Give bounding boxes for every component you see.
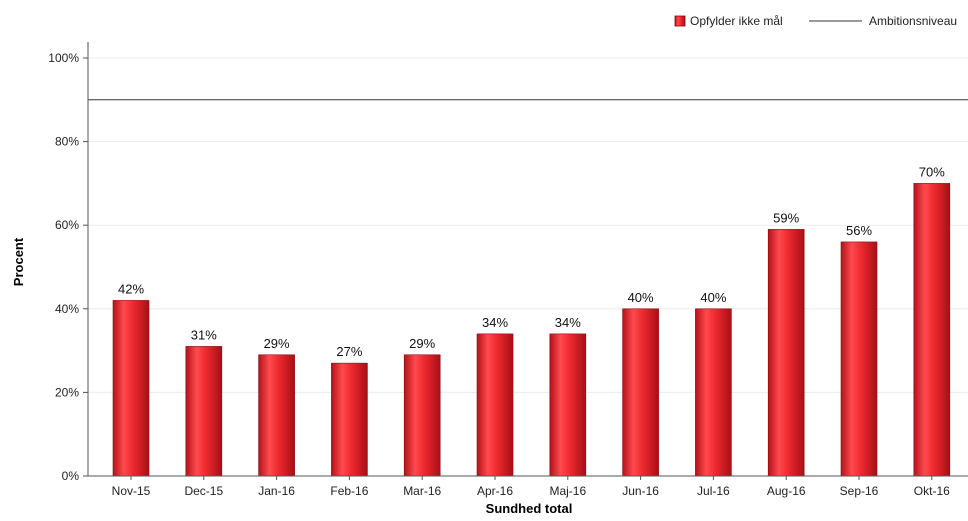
bar-jan-16 (258, 354, 295, 477)
y-tick-label: 80% (55, 135, 79, 149)
data-label: 29% (264, 336, 290, 351)
x-tick-label: Nov-15 (112, 484, 151, 498)
y-tick-label: 60% (55, 218, 79, 232)
data-label: 70% (919, 164, 945, 179)
bar-sep-16 (840, 241, 878, 477)
bar-feb-16 (331, 362, 368, 477)
gridlines (88, 57, 968, 393)
y-tick-label: 40% (55, 302, 79, 316)
data-label: 34% (555, 315, 581, 330)
data-label: 40% (628, 290, 654, 305)
bar-nov-15 (112, 300, 150, 477)
bar-okt-16 (913, 183, 951, 477)
legend-swatch-bars (674, 15, 686, 27)
bar-apr-16 (476, 333, 514, 477)
x-tick-label: Jan-16 (258, 484, 295, 498)
bar-jun-16 (622, 308, 659, 477)
y-tick-label: 20% (55, 385, 79, 399)
axes: 0% 20% 40% 60% 80% 100% Nov-15 Dec-15 Jan-16 Feb-… (48, 42, 968, 498)
bar-dec-15 (185, 346, 223, 477)
data-label: 59% (773, 210, 799, 225)
data-label: 31% (191, 327, 217, 342)
data-labels: 42% 31% 29% 27% 29% 34% 34% 40% 40% 59% 56% 70% (118, 164, 945, 359)
x-tick-label: Okt-16 (914, 484, 950, 498)
x-tick-label: Maj-16 (549, 484, 586, 498)
y-tick-label: 0% (62, 469, 80, 483)
data-label: 27% (336, 344, 362, 359)
x-axis-title: Sundhed total (486, 501, 573, 516)
bar-jul-16 (695, 308, 732, 477)
data-label: 29% (409, 336, 435, 351)
data-label: 34% (482, 315, 508, 330)
x-tick-label: Aug-16 (767, 484, 806, 498)
data-label: 42% (118, 281, 144, 296)
x-tick-label: Jul-16 (697, 484, 730, 498)
x-tick-label: Feb-16 (330, 484, 368, 498)
bars (112, 183, 951, 477)
legend: Opfylder ikke mål Ambitionsniveau (674, 14, 957, 28)
bar-aug-16 (767, 229, 805, 477)
x-tick-label: Apr-16 (477, 484, 513, 498)
x-tick-label: Sep-16 (840, 484, 879, 498)
legend-label-bars: Opfylder ikke mål (690, 14, 783, 28)
x-tick-label: Jun-16 (622, 484, 659, 498)
bar-maj-16 (549, 333, 587, 477)
y-tick-label: 100% (48, 51, 79, 65)
data-label: 40% (700, 290, 726, 305)
y-axis-title: Procent (11, 237, 26, 286)
legend-label-line: Ambitionsniveau (869, 14, 957, 28)
bar-mar-16 (403, 354, 441, 477)
x-tick-label: Dec-15 (184, 484, 223, 498)
data-label: 56% (846, 223, 872, 238)
x-tick-label: Mar-16 (403, 484, 441, 498)
